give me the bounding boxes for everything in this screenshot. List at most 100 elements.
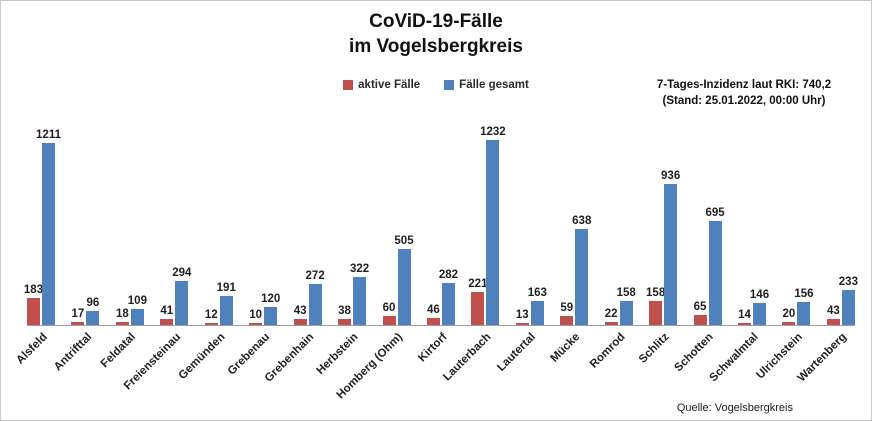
value-label-aktive: 13 xyxy=(515,309,529,321)
value-label-aktive: 43 xyxy=(293,305,307,317)
bar-aktive-faelle: 65 xyxy=(693,301,707,325)
category-label: Mücke xyxy=(548,331,583,365)
category-group: 221 1232 Lauterbach xyxy=(442,111,506,383)
bar-aktive-faelle: 43 xyxy=(826,305,840,325)
category-group: 46 282 Kirtorf xyxy=(416,111,458,364)
value-label-gesamt: 109 xyxy=(127,295,147,307)
value-label-gesamt: 1211 xyxy=(36,129,61,141)
category-group: 18 109 Feldatal xyxy=(99,111,147,370)
source-caption: Quelle: Vogelsbergkreis xyxy=(676,402,793,414)
bar-faelle-gesamt: 233 xyxy=(839,276,858,325)
chart-title-line2: im Vogelsbergkreis xyxy=(349,36,523,57)
value-label-gesamt: 156 xyxy=(794,288,814,300)
category-group: 20 156 Ulrichstein xyxy=(754,111,814,382)
bar-faelle-gesamt: 1211 xyxy=(36,129,61,325)
value-label-aktive: 183 xyxy=(23,284,44,296)
legend-label: aktive Fälle xyxy=(358,79,421,91)
value-label-gesamt: 120 xyxy=(261,293,281,305)
bar-faelle-gesamt: 158 xyxy=(617,287,636,325)
value-label-aktive: 17 xyxy=(71,308,85,320)
bar-aktive-faelle: 20 xyxy=(782,308,796,325)
value-label-gesamt: 146 xyxy=(749,289,770,301)
bar-aktive-faelle: 22 xyxy=(604,308,618,325)
value-label-gesamt: 272 xyxy=(305,270,325,282)
bar-aktive-faelle: 10 xyxy=(249,309,263,325)
bar-aktive-faelle: 13 xyxy=(515,309,529,325)
value-label-gesamt: 1232 xyxy=(480,126,506,138)
value-label-gesamt: 191 xyxy=(216,282,236,294)
category-group: 10 120 Grebenau xyxy=(225,111,280,377)
value-label-aktive: 18 xyxy=(115,308,129,320)
value-label-aktive: 158 xyxy=(646,287,666,299)
legend-swatch-blue-icon xyxy=(444,80,455,90)
category-label: Romrod xyxy=(587,331,628,371)
bar-aktive-faelle: 17 xyxy=(71,308,85,325)
value-label-aktive: 221 xyxy=(468,278,488,290)
bar-faelle-gesamt: 505 xyxy=(394,235,414,325)
bar-aktive-faelle: 12 xyxy=(204,309,218,325)
chart-legend: aktive Fälle Fälle gesamt xyxy=(1,79,871,91)
category-label: Grebenau xyxy=(225,331,272,378)
category-group: 17 96 Antrifttal xyxy=(52,111,100,373)
value-label-aktive: 14 xyxy=(738,309,751,321)
bar-aktive-faelle: 183 xyxy=(24,284,43,325)
bar-aktive-faelle: 18 xyxy=(115,308,129,325)
category-label: Kirtorf xyxy=(416,331,450,365)
bar-faelle-gesamt: 96 xyxy=(86,297,100,325)
value-label-gesamt: 282 xyxy=(438,269,459,281)
value-label-gesamt: 505 xyxy=(394,235,414,247)
category-group: 13 163 Lautertal xyxy=(495,111,547,374)
value-label-aktive: 59 xyxy=(560,302,574,314)
category-group: 22 158 Romrod xyxy=(588,111,636,371)
value-label-aktive: 43 xyxy=(826,305,840,317)
value-label-aktive: 65 xyxy=(693,301,707,313)
category-group: 183 1211 Alsfeld xyxy=(14,111,61,367)
bar-faelle-gesamt: 146 xyxy=(750,289,769,325)
bar-faelle-gesamt: 695 xyxy=(705,207,725,325)
value-label-gesamt: 695 xyxy=(705,207,725,219)
bar-faelle-gesamt: 1232 xyxy=(480,126,506,325)
bar-aktive-faelle: 43 xyxy=(293,305,307,325)
category-label: Schlitz xyxy=(636,331,672,366)
category-group: 12 191 Gemünden xyxy=(176,111,236,382)
bar-faelle-gesamt: 120 xyxy=(261,293,280,325)
incidence-timestamp: (Stand: 25.01.2022, 00:00 Uhr) xyxy=(662,95,826,107)
bar-faelle-gesamt: 156 xyxy=(794,288,814,325)
category-label: Schotten xyxy=(672,331,717,375)
bar-aktive-faelle: 59 xyxy=(560,302,574,325)
category-group: 158 936 Schlitz xyxy=(637,111,681,366)
bar-faelle-gesamt: 282 xyxy=(439,269,458,325)
value-label-aktive: 22 xyxy=(604,308,618,320)
value-label-aktive: 10 xyxy=(249,309,263,321)
bar-faelle-gesamt: 638 xyxy=(572,215,591,325)
legend-swatch-red-icon xyxy=(343,80,354,90)
chart-title-line1: CoViD-19-Fälle xyxy=(369,11,503,32)
value-label-gesamt: 322 xyxy=(349,263,370,275)
bar-faelle-gesamt: 109 xyxy=(128,295,147,325)
category-group: 41 294 Freiensteinau xyxy=(121,111,191,392)
bar-aktive-faelle: 38 xyxy=(338,305,352,325)
bar-aktive-faelle: 158 xyxy=(646,287,665,325)
value-label-gesamt: 96 xyxy=(86,297,100,309)
category-label: Alsfeld xyxy=(13,331,50,367)
category-label: Gemünden xyxy=(176,331,228,382)
category-group: 38 322 Herbstein xyxy=(315,111,370,377)
bar-aktive-faelle: 41 xyxy=(160,305,174,325)
category-group: 43 233 Wartenberg xyxy=(796,111,858,384)
category-label: Herbstein xyxy=(314,331,361,377)
legend-item-faelle-gesamt: Fälle gesamt xyxy=(444,79,529,91)
value-label-gesamt: 638 xyxy=(572,215,592,227)
value-label-gesamt: 936 xyxy=(661,170,681,182)
value-label-aktive: 60 xyxy=(382,302,396,314)
category-group: 60 505 Homberg (Ohm) xyxy=(335,111,414,401)
category-group: 65 695 Schotten xyxy=(673,111,725,374)
bar-faelle-gesamt: 294 xyxy=(172,267,191,325)
legend-item-aktive-faelle: aktive Fälle xyxy=(343,79,420,91)
value-label-gesamt: 163 xyxy=(527,287,547,299)
category-group: 43 272 Grebenhain xyxy=(262,111,325,385)
value-label-aktive: 41 xyxy=(160,305,174,317)
bar-aktive-faelle: 14 xyxy=(738,309,751,325)
bar-aktive-faelle: 46 xyxy=(426,304,440,325)
value-label-gesamt: 158 xyxy=(616,287,636,299)
